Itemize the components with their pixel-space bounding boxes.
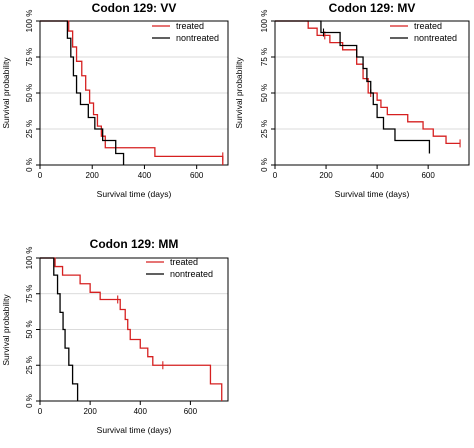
y-tick-label-0: 0 % xyxy=(260,158,269,172)
y-tick-label-2: 50 % xyxy=(260,84,269,102)
legend-label-nontreated: nontreated xyxy=(176,33,219,43)
y-tick-label-0: 0 % xyxy=(25,394,34,408)
series-line-nontreated xyxy=(40,20,125,165)
legend-label-nontreated: nontreated xyxy=(170,269,213,279)
x-axis-label: Survival time (days) xyxy=(335,189,410,199)
y-axis-label: Survival probability xyxy=(234,57,244,129)
series-line-nontreated xyxy=(275,20,431,154)
y-tick-label-2: 50 % xyxy=(25,320,34,338)
chart-mv: Codon 129: MV Survival time (days) Surviva… xyxy=(234,1,470,199)
legend-label-treated: treated xyxy=(176,21,204,31)
x-tick-label-0: 0 xyxy=(38,171,43,180)
x-tick-label-1: 200 xyxy=(319,171,333,180)
legend-label-nontreated: nontreated xyxy=(414,33,457,43)
x-tick-label-3: 600 xyxy=(184,407,198,416)
x-tick-label-3: 600 xyxy=(190,171,204,180)
y-tick-label-3: 75 % xyxy=(260,48,269,66)
y-tick-label-0: 0 % xyxy=(25,158,34,172)
chart-vv: Codon 129: VV Survival time (days) Surviva… xyxy=(1,1,229,199)
series-line-treated xyxy=(40,20,224,165)
y-tick-label-4: 100 % xyxy=(260,10,269,33)
x-tick-label-1: 200 xyxy=(83,407,97,416)
y-tick-label-1: 25 % xyxy=(260,120,269,138)
legend-label-treated: treated xyxy=(414,21,442,31)
legend-label-treated: treated xyxy=(170,257,198,267)
x-tick-label-2: 400 xyxy=(370,171,384,180)
series-line-treated xyxy=(40,257,223,401)
y-tick-label-1: 25 % xyxy=(25,120,34,138)
series-line-nontreated xyxy=(40,257,79,401)
x-tick-label-2: 400 xyxy=(134,407,148,416)
x-axis-label: Survival time (days) xyxy=(97,425,172,435)
x-axis-label: Survival time (days) xyxy=(97,189,172,199)
chart-title: Codon 129: MV xyxy=(329,1,416,15)
chart-title: Codon 129: VV xyxy=(92,1,177,15)
y-tick-label-2: 50 % xyxy=(25,84,34,102)
y-tick-label-3: 75 % xyxy=(25,285,34,303)
chart-mm: Codon 129: MM Survival time (days) Surviva… xyxy=(1,237,229,435)
x-tick-label-1: 200 xyxy=(86,171,100,180)
x-tick-label-2: 400 xyxy=(138,171,152,180)
chart-title: Codon 129: MM xyxy=(90,237,179,251)
y-tick-label-1: 25 % xyxy=(25,356,34,374)
x-tick-label-3: 600 xyxy=(421,171,435,180)
x-tick-label-0: 0 xyxy=(38,407,43,416)
y-tick-label-3: 75 % xyxy=(25,48,34,66)
y-axis-label: Survival probability xyxy=(1,57,11,129)
x-tick-label-0: 0 xyxy=(273,171,278,180)
y-tick-label-4: 100 % xyxy=(25,247,34,270)
y-tick-label-4: 100 % xyxy=(25,10,34,33)
y-axis-label: Survival probability xyxy=(1,294,11,366)
